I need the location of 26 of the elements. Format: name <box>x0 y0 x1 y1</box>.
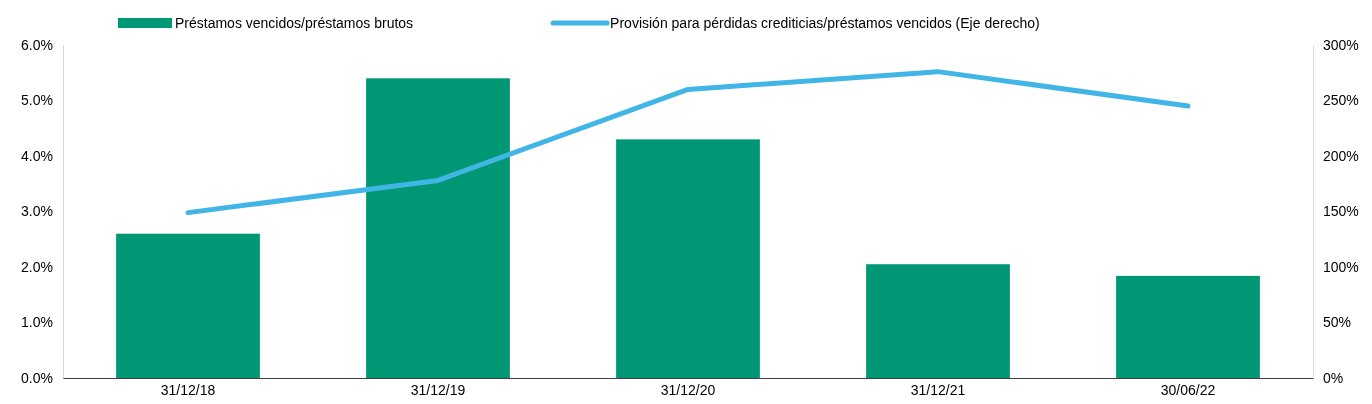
bar <box>366 78 510 378</box>
x-tick-label: 31/12/19 <box>410 381 466 398</box>
x-tick-label: 31/12/20 <box>660 381 716 398</box>
y-tick-label: 3.0% <box>21 203 53 220</box>
y2-tick-label: 150% <box>1323 203 1359 220</box>
bar <box>866 264 1010 378</box>
y-tick-label: 0.0% <box>21 369 53 386</box>
y2-tick-label: 100% <box>1323 258 1359 275</box>
y2-tick-label: 50% <box>1323 314 1352 331</box>
y2-tick-label: 250% <box>1323 92 1359 109</box>
y-tick-label: 6.0% <box>21 36 53 53</box>
x-tick-label: 31/12/18 <box>160 381 216 398</box>
bar <box>116 233 260 378</box>
bar <box>1116 275 1260 378</box>
y-tick-label: 1.0% <box>21 314 53 331</box>
y2-tick-label: 0% <box>1323 369 1344 386</box>
legend-label: Provisión para pérdidas crediticias/préstamos vencidos (Eje derecho) <box>610 14 1040 31</box>
y2-tick-label: 200% <box>1323 147 1359 164</box>
y2-tick-label: 300% <box>1323 36 1359 53</box>
y-tick-label: 5.0% <box>21 92 53 109</box>
x-tick-label: 30/06/22 <box>1160 381 1216 398</box>
legend-label: Préstamos vencidos/préstamos brutos <box>175 14 414 31</box>
x-tick-label: 31/12/21 <box>910 381 966 398</box>
y-tick-label: 2.0% <box>21 258 53 275</box>
y-tick-label: 4.0% <box>21 147 53 164</box>
bar <box>616 139 760 378</box>
